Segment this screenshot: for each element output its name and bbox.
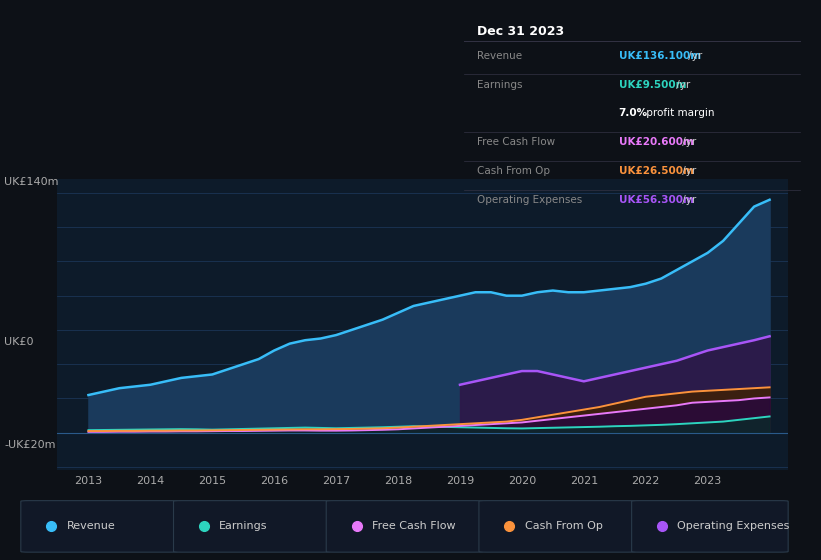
Text: Cash From Op: Cash From Op	[477, 166, 550, 176]
Text: profit margin: profit margin	[643, 109, 714, 119]
Text: /yr: /yr	[686, 50, 703, 60]
Text: Earnings: Earnings	[477, 80, 523, 90]
Text: Operating Expenses: Operating Expenses	[677, 521, 790, 531]
Text: Free Cash Flow: Free Cash Flow	[372, 521, 456, 531]
Text: UK£136.100m: UK£136.100m	[619, 50, 701, 60]
Text: Revenue: Revenue	[67, 521, 116, 531]
Text: UK£20.600m: UK£20.600m	[619, 137, 694, 147]
Text: -UK£20m: -UK£20m	[4, 440, 56, 450]
Text: Revenue: Revenue	[477, 50, 522, 60]
Text: Dec 31 2023: Dec 31 2023	[477, 25, 565, 38]
FancyBboxPatch shape	[631, 501, 788, 552]
Text: /yr: /yr	[673, 80, 690, 90]
Text: UK£0: UK£0	[4, 337, 34, 347]
Text: UK£140m: UK£140m	[4, 177, 58, 187]
Text: /yr: /yr	[679, 137, 696, 147]
FancyBboxPatch shape	[326, 501, 483, 552]
Text: /yr: /yr	[679, 166, 696, 176]
Text: Operating Expenses: Operating Expenses	[477, 195, 583, 206]
Text: UK£26.500m: UK£26.500m	[619, 166, 694, 176]
Text: UK£9.500m: UK£9.500m	[619, 80, 686, 90]
FancyBboxPatch shape	[173, 501, 330, 552]
FancyBboxPatch shape	[479, 501, 635, 552]
Text: Cash From Op: Cash From Op	[525, 521, 603, 531]
Text: /yr: /yr	[679, 195, 696, 206]
Text: Earnings: Earnings	[219, 521, 268, 531]
Text: UK£56.300m: UK£56.300m	[619, 195, 694, 206]
Text: Free Cash Flow: Free Cash Flow	[477, 137, 556, 147]
FancyBboxPatch shape	[21, 501, 177, 552]
Text: 7.0%: 7.0%	[619, 109, 648, 119]
